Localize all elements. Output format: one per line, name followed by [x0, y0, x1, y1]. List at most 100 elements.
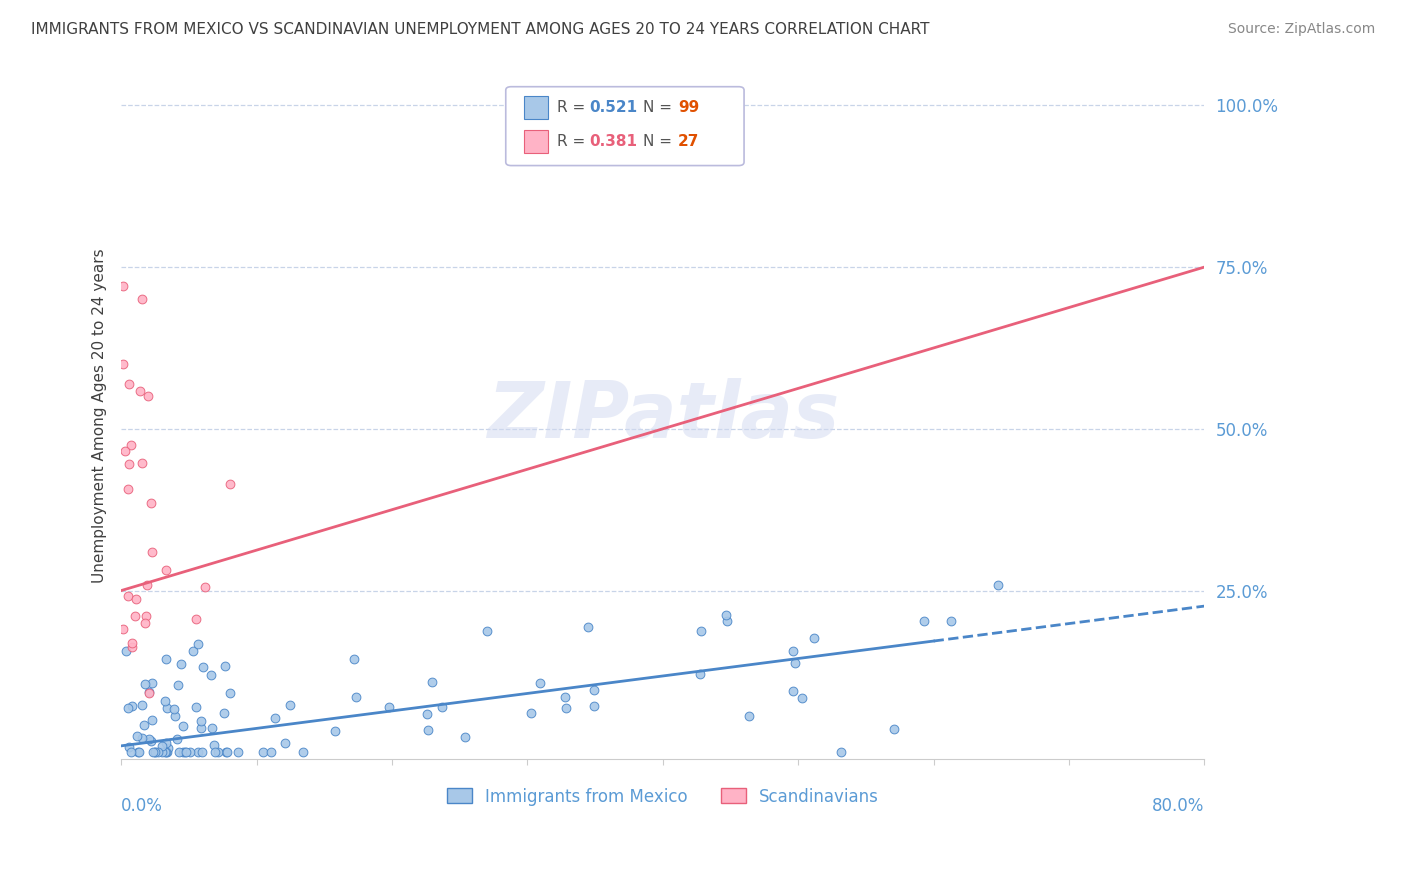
- Point: [204, 745, 226, 759]
- Point: [138, 685, 160, 699]
- Point: [782, 684, 804, 698]
- Point: [127, 745, 149, 759]
- Point: [343, 652, 366, 666]
- Point: [111, 622, 134, 636]
- Y-axis label: Unemployment Among Ages 20 to 24 years: Unemployment Among Ages 20 to 24 years: [93, 249, 107, 583]
- Point: [156, 745, 179, 759]
- Point: [124, 608, 146, 623]
- Point: [714, 608, 737, 623]
- Point: [273, 736, 295, 750]
- Text: N =: N =: [644, 135, 678, 150]
- Point: [200, 668, 222, 682]
- Point: [738, 709, 761, 723]
- Point: [118, 457, 141, 471]
- Point: [214, 706, 236, 721]
- Point: [131, 457, 153, 471]
- Point: [117, 589, 139, 603]
- Point: [202, 738, 225, 752]
- Point: [215, 745, 238, 759]
- Point: [716, 615, 738, 629]
- Point: [138, 686, 160, 700]
- Point: [207, 745, 229, 759]
- Point: [120, 745, 142, 759]
- Point: [576, 620, 599, 634]
- Point: [785, 656, 807, 670]
- Text: IMMIGRANTS FROM MEXICO VS SCANDINAVIAN UNEMPLOYMENT AMONG AGES 20 TO 24 YEARS CO: IMMIGRANTS FROM MEXICO VS SCANDINAVIAN U…: [31, 22, 929, 37]
- Point: [191, 745, 214, 759]
- Point: [136, 578, 159, 592]
- Point: [155, 563, 177, 577]
- Point: [292, 745, 315, 759]
- Point: [141, 713, 163, 727]
- Point: [118, 376, 141, 391]
- Point: [201, 722, 224, 736]
- Point: [582, 698, 605, 713]
- Point: [782, 644, 804, 658]
- Point: [138, 732, 160, 747]
- Text: R =: R =: [557, 135, 589, 150]
- Legend: Immigrants from Mexico, Scandinavians: Immigrants from Mexico, Scandinavians: [440, 780, 886, 813]
- Text: 0.381: 0.381: [589, 135, 637, 150]
- Point: [141, 545, 163, 559]
- Point: [131, 293, 153, 307]
- Point: [690, 624, 713, 639]
- Point: [519, 706, 541, 720]
- Point: [156, 701, 179, 715]
- Point: [790, 691, 813, 706]
- Point: [378, 699, 401, 714]
- Point: [179, 745, 201, 759]
- Point: [134, 615, 156, 630]
- Text: R =: R =: [557, 100, 589, 115]
- Point: [141, 676, 163, 690]
- Point: [252, 745, 274, 759]
- Point: [344, 690, 367, 704]
- Point: [117, 700, 139, 714]
- Point: [135, 609, 157, 624]
- Text: 0.521: 0.521: [589, 100, 637, 115]
- Point: [114, 444, 136, 458]
- Point: [555, 700, 578, 714]
- Point: [883, 722, 905, 736]
- Point: [187, 637, 209, 651]
- Point: [323, 723, 346, 738]
- Point: [416, 723, 439, 738]
- Text: 99: 99: [678, 100, 699, 115]
- Point: [152, 739, 174, 753]
- Point: [477, 624, 499, 639]
- Point: [194, 580, 217, 594]
- Point: [142, 745, 165, 759]
- Point: [143, 745, 166, 759]
- Point: [166, 732, 188, 747]
- Point: [121, 640, 143, 654]
- Point: [129, 384, 152, 398]
- Point: [217, 745, 239, 759]
- Point: [190, 714, 212, 729]
- Text: N =: N =: [644, 100, 678, 115]
- Point: [830, 745, 852, 759]
- Point: [150, 745, 173, 759]
- Point: [166, 678, 188, 692]
- Point: [280, 698, 302, 712]
- Point: [117, 482, 139, 496]
- Point: [420, 675, 443, 690]
- Point: [174, 745, 197, 759]
- Point: [163, 702, 186, 716]
- Point: [153, 745, 176, 759]
- Point: [803, 631, 825, 645]
- Point: [170, 657, 193, 672]
- Text: 0.0%: 0.0%: [121, 797, 163, 814]
- Point: [219, 686, 242, 700]
- Point: [139, 734, 162, 748]
- Point: [939, 614, 962, 628]
- Point: [125, 592, 148, 607]
- Bar: [524, 95, 548, 119]
- Point: [167, 745, 190, 759]
- Point: [181, 644, 204, 658]
- Point: [689, 667, 711, 681]
- Point: [228, 745, 250, 759]
- Point: [134, 677, 156, 691]
- Point: [153, 694, 176, 708]
- Point: [529, 675, 551, 690]
- Point: [218, 477, 240, 491]
- Point: [432, 699, 454, 714]
